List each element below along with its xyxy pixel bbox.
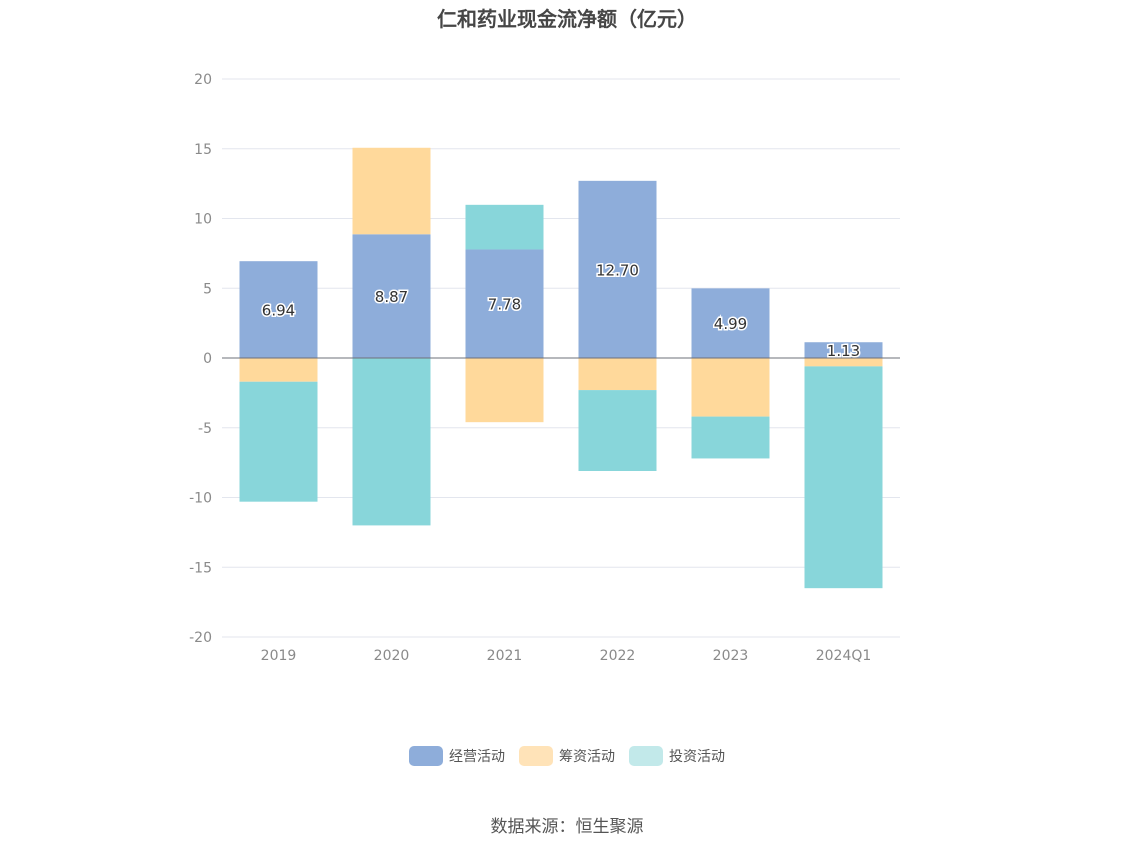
bar-经营活动-2022 bbox=[578, 180, 657, 358]
bar-投资活动-2020 bbox=[352, 358, 431, 526]
legend-item-investing[interactable]: 投资活动 bbox=[629, 746, 725, 766]
bar-筹资活动-2021 bbox=[465, 358, 544, 423]
bar-筹资活动-2023 bbox=[691, 358, 770, 417]
x-tick-label: 2024Q1 bbox=[816, 648, 872, 664]
legend-swatch-investing bbox=[629, 746, 663, 766]
legend-item-financing[interactable]: 筹资活动 bbox=[519, 746, 615, 766]
legend-swatch-financing bbox=[519, 746, 553, 766]
bar-投资活动-2022 bbox=[578, 390, 657, 471]
bar-经营活动-2020 bbox=[352, 234, 431, 358]
y-tick-label: -10 bbox=[189, 491, 212, 507]
bar-投资活动-2021 bbox=[465, 204, 544, 250]
y-tick-label: -20 bbox=[189, 630, 212, 646]
bar-经营活动-2021 bbox=[465, 249, 544, 358]
bar-经营活动-2024Q1 bbox=[804, 342, 883, 358]
x-tick-label: 2020 bbox=[374, 648, 410, 664]
bar-经营活动-2019 bbox=[239, 261, 318, 358]
y-tick-label: 10 bbox=[194, 212, 212, 228]
y-tick-label: -5 bbox=[198, 421, 212, 437]
y-tick-label: -15 bbox=[189, 560, 212, 576]
bar-筹资活动-2022 bbox=[578, 358, 657, 391]
x-tick-label: 2021 bbox=[487, 648, 523, 664]
y-tick-label: 20 bbox=[194, 72, 212, 88]
bar-筹资活动-2024Q1 bbox=[804, 358, 883, 367]
legend-label-financing: 筹资活动 bbox=[559, 749, 615, 765]
source-note: 数据来源：恒生聚源 bbox=[490, 817, 644, 837]
legend-label-investing: 投资活动 bbox=[669, 749, 725, 765]
y-tick-label: 0 bbox=[203, 351, 212, 367]
y-tick-label: 15 bbox=[194, 142, 212, 158]
chart-title: 仁和药业现金流净额（亿元） bbox=[437, 7, 697, 31]
data-label: 8.87 bbox=[375, 288, 408, 306]
data-label: 6.94 bbox=[262, 302, 295, 320]
bar-筹资活动-2020 bbox=[352, 147, 431, 235]
bar-经营活动-2023 bbox=[691, 288, 770, 358]
data-label: 12.70 bbox=[596, 261, 639, 279]
bar-投资活动-2019 bbox=[239, 381, 318, 502]
x-tick-label: 2022 bbox=[600, 648, 636, 664]
bar-投资活动-2023 bbox=[691, 416, 770, 459]
bar-筹资活动-2019 bbox=[239, 358, 318, 382]
legend-item-operating[interactable]: 经营活动 bbox=[409, 746, 505, 766]
data-label: 1.13 bbox=[827, 342, 860, 360]
legend-swatch-operating bbox=[409, 746, 443, 766]
x-tick-label: 2019 bbox=[261, 648, 297, 664]
data-label: 7.78 bbox=[488, 296, 521, 314]
data-label: 4.99 bbox=[714, 315, 747, 333]
x-tick-label: 2023 bbox=[713, 648, 749, 664]
bar-投资活动-2024Q1 bbox=[804, 366, 883, 589]
legend-label-operating: 经营活动 bbox=[449, 749, 505, 765]
y-tick-label: 5 bbox=[203, 281, 212, 297]
legend: 经营活动 筹资活动 投资活动 bbox=[0, 746, 1134, 766]
